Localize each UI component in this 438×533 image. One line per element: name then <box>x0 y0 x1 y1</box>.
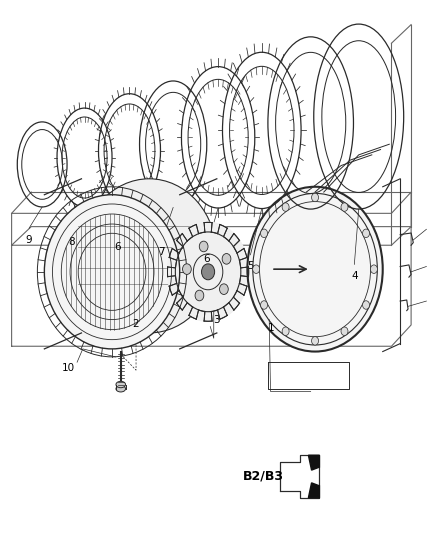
Text: 7: 7 <box>158 247 165 257</box>
Circle shape <box>363 301 370 309</box>
Circle shape <box>222 254 231 264</box>
Circle shape <box>311 337 318 345</box>
Text: 1: 1 <box>268 324 275 333</box>
Text: 3: 3 <box>213 316 220 326</box>
Text: B2/B3: B2/B3 <box>243 470 284 483</box>
Text: 9: 9 <box>26 235 32 245</box>
Polygon shape <box>280 455 319 498</box>
Circle shape <box>341 203 348 211</box>
Circle shape <box>199 241 208 252</box>
Text: 6: 6 <box>114 242 121 252</box>
Circle shape <box>261 301 268 309</box>
Circle shape <box>282 327 289 335</box>
Circle shape <box>261 229 268 238</box>
Text: 6: 6 <box>204 254 210 264</box>
Ellipse shape <box>116 381 126 387</box>
Ellipse shape <box>116 385 126 392</box>
Circle shape <box>201 264 215 280</box>
Polygon shape <box>308 483 319 498</box>
Polygon shape <box>308 455 319 470</box>
Circle shape <box>341 327 348 335</box>
Circle shape <box>253 265 260 273</box>
Text: 2: 2 <box>133 319 139 329</box>
Circle shape <box>195 290 204 301</box>
Ellipse shape <box>81 179 217 333</box>
Text: 8: 8 <box>68 237 75 247</box>
Text: 4: 4 <box>351 271 358 281</box>
Text: 10: 10 <box>62 364 75 373</box>
Ellipse shape <box>44 195 180 349</box>
Circle shape <box>183 264 191 274</box>
Circle shape <box>371 265 378 273</box>
Circle shape <box>167 222 249 321</box>
Text: 5: 5 <box>247 261 254 271</box>
Circle shape <box>219 284 228 294</box>
Circle shape <box>311 193 318 201</box>
Ellipse shape <box>247 187 383 352</box>
Circle shape <box>282 203 289 211</box>
Circle shape <box>363 229 370 238</box>
